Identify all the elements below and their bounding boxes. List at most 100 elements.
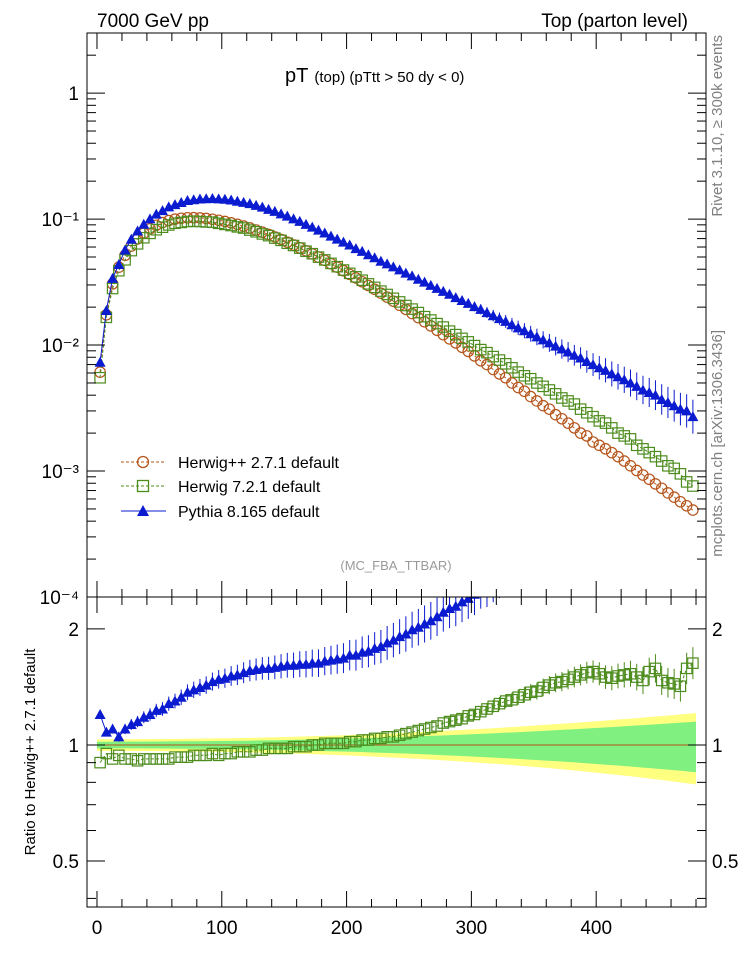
data-point <box>206 216 219 228</box>
ratio-data-point <box>650 468 661 478</box>
data-point <box>119 254 131 266</box>
data-point <box>231 221 244 233</box>
ratio-data-point <box>537 681 549 694</box>
ratio-data-point <box>356 734 368 746</box>
data-point <box>487 310 499 321</box>
data-point <box>674 468 687 480</box>
ratio-data-point <box>581 512 592 522</box>
ratio-data-point <box>375 732 387 745</box>
data-point <box>687 504 699 516</box>
ratio-data-point <box>387 634 399 645</box>
data-point <box>680 476 693 488</box>
data-point <box>325 257 337 270</box>
ratio-data-point <box>512 691 524 704</box>
data-point <box>531 377 543 389</box>
data-point <box>437 321 450 333</box>
ratio-data-point <box>574 669 587 681</box>
data-point <box>431 324 443 337</box>
ratio-data-point <box>113 731 125 742</box>
ratio-data-point <box>200 749 212 762</box>
ratio-data-point <box>381 731 393 743</box>
ratio-data-point <box>500 567 511 577</box>
ratio-data-point <box>337 652 349 663</box>
ratio-data-point <box>519 554 530 564</box>
data-point <box>599 443 612 455</box>
data-point <box>474 354 487 367</box>
series-triangle <box>94 193 699 434</box>
ratio-data-point <box>150 753 163 765</box>
ratio-data-point <box>581 666 593 679</box>
data-point <box>643 387 655 398</box>
data-point <box>138 218 150 229</box>
ratio-data-point <box>325 737 337 750</box>
ratio-data-point <box>281 742 294 755</box>
ratio-data-point <box>681 449 692 459</box>
ratio-data-point <box>613 495 624 505</box>
ratio-data-point <box>606 499 617 509</box>
ratio-data-point <box>181 751 194 763</box>
data-point <box>568 349 580 360</box>
ratio-data-point <box>513 557 524 567</box>
ratio-data-point <box>443 715 456 728</box>
data-point <box>475 303 487 314</box>
axes-layer: 10⁻⁴ 10⁻³ 10⁻² 10⁻¹ 1 0.5 0.5 1 1 2 2 0 100 200 300 400 <box>40 32 738 939</box>
ratio-data-point <box>262 742 275 755</box>
data-point <box>256 228 269 240</box>
data-point <box>343 267 356 280</box>
data-point <box>288 213 300 224</box>
ratio-data-point <box>425 721 437 734</box>
ratio-data-point <box>368 732 381 745</box>
ratio-data-point <box>656 468 667 478</box>
ratio-data-point <box>481 580 492 590</box>
data-point <box>200 216 212 228</box>
ratio-data-point <box>456 712 468 725</box>
data-point <box>493 368 506 380</box>
ratio-data-point <box>556 675 568 688</box>
data-point <box>468 301 480 312</box>
data-point <box>450 292 462 303</box>
ratio-data-point <box>318 737 331 750</box>
data-point <box>630 439 643 452</box>
data-point <box>537 399 549 412</box>
data-point <box>531 331 543 342</box>
data-point <box>637 443 649 455</box>
data-point <box>449 328 462 341</box>
ratio-data-point <box>662 676 674 689</box>
data-point <box>674 495 687 508</box>
data-point <box>100 305 112 316</box>
ratio-data-point <box>563 522 574 532</box>
data-point <box>256 201 268 212</box>
data-point <box>275 234 287 247</box>
data-point <box>131 238 144 250</box>
ratio-data-point <box>287 740 300 753</box>
legend-square-icon <box>136 479 150 493</box>
data-point <box>368 281 381 294</box>
data-point <box>481 307 493 318</box>
data-point <box>137 231 150 244</box>
data-point <box>300 245 312 257</box>
data-point <box>618 374 630 385</box>
data-point <box>337 236 349 247</box>
ratio-data-point <box>449 714 462 726</box>
data-point <box>581 406 593 419</box>
data-point <box>581 430 593 442</box>
data-point <box>649 389 661 400</box>
ratio-data-point <box>400 727 412 740</box>
data-point <box>593 362 605 373</box>
ratio-data-point <box>431 611 443 622</box>
ratio-data-point <box>518 688 531 701</box>
data-point <box>631 380 643 391</box>
ratio-data-point <box>169 751 181 763</box>
data-point <box>600 364 612 375</box>
ratio-data-point <box>525 547 536 557</box>
ratio-data-point <box>524 686 537 699</box>
ratio-data-point <box>300 740 312 753</box>
ratio-data-point <box>531 544 542 554</box>
data-point <box>331 260 344 273</box>
data-point <box>668 400 680 411</box>
data-point <box>481 346 493 359</box>
ratio-y-tick-label-right: 0.5 <box>712 852 738 873</box>
data-point <box>306 247 319 260</box>
ratio-data-point <box>600 499 611 509</box>
ratio-y-axis-label: Ratio to Herwig++ 2.7.1 default <box>22 648 39 856</box>
